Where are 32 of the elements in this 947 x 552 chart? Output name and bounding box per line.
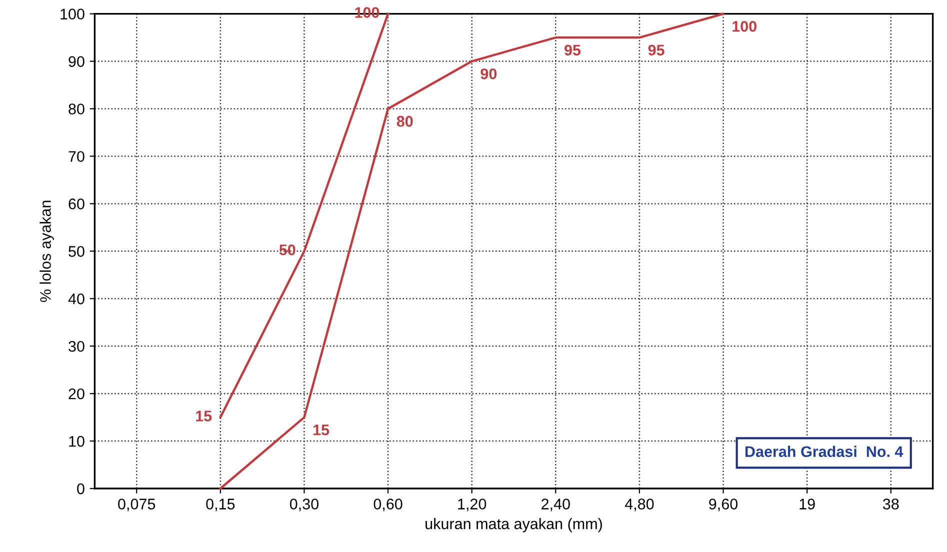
x-tick-label: 0,15 xyxy=(206,498,235,512)
x-tick-label: 38 xyxy=(882,498,899,510)
y-tick-label: 100 xyxy=(60,8,84,20)
y-tick-label: 90 xyxy=(68,56,84,67)
x-tick-label: 19 xyxy=(800,498,815,510)
data-label: 95 xyxy=(648,44,664,56)
annotation: Daerah Gradasi No. 4 xyxy=(745,446,904,458)
data-label: 100 xyxy=(732,20,756,32)
data-label: 90 xyxy=(480,68,497,80)
y-tick-label: 20 xyxy=(68,388,84,400)
x-tick-label: 4,80 xyxy=(624,498,654,512)
y-tick-label: 30 xyxy=(68,340,84,352)
x-tick-label: 1,20 xyxy=(458,498,486,512)
y-tick-label: 10 xyxy=(69,436,84,447)
x-tick-label: 2,40 xyxy=(542,498,570,512)
y-tick-label: 40 xyxy=(68,294,84,304)
data-label: 15 xyxy=(314,424,330,436)
data-label: 95 xyxy=(564,44,581,56)
x-tick-label: 0,075 xyxy=(118,498,156,512)
y-axis-title: % lolos ayakan xyxy=(40,200,54,302)
x-tick-label: 0,60 xyxy=(374,498,402,512)
x-axis-title: ukuran mata ayakan (mm) xyxy=(426,518,602,532)
y-tick-label: 80 xyxy=(68,104,84,114)
x-tick-label: 9,60 xyxy=(709,498,738,512)
y-tick-label: 60 xyxy=(68,198,84,210)
y-tick-label: 70 xyxy=(68,151,84,162)
y-tick-label: 0 xyxy=(77,483,84,494)
y-tick-label: 50 xyxy=(68,246,84,257)
data-label: 15 xyxy=(196,410,212,422)
data-label: 50 xyxy=(279,244,296,256)
data-label: 80 xyxy=(396,116,413,127)
x-tick-label: 0,30 xyxy=(290,498,318,512)
